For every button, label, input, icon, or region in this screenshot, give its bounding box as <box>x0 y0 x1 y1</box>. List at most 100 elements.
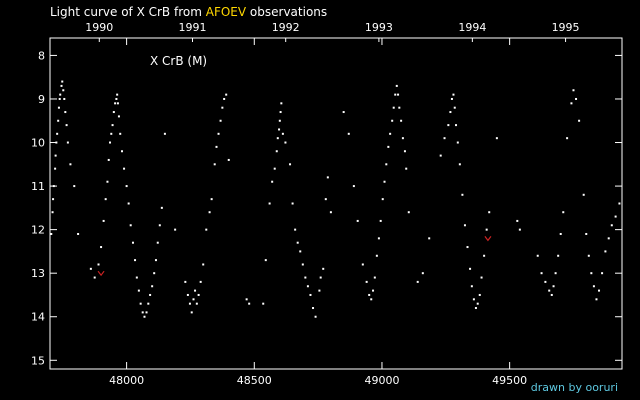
data-point <box>60 84 63 87</box>
data-point <box>50 232 53 235</box>
data-point <box>52 198 55 201</box>
year-tick-label: 1995 <box>552 21 580 34</box>
data-point <box>131 241 134 244</box>
title-prefix: Light curve of X CrB from <box>50 5 202 19</box>
credit-text: drawn by ooruri <box>530 381 618 394</box>
data-point <box>163 132 166 135</box>
data-point <box>278 119 281 122</box>
data-point <box>449 111 452 114</box>
data-point <box>485 228 488 231</box>
data-point <box>312 307 315 310</box>
data-point <box>215 145 218 148</box>
data-point <box>557 254 560 257</box>
data-point <box>385 163 388 166</box>
data-point <box>125 185 128 188</box>
title-source: AFOEV <box>205 5 247 19</box>
data-point <box>458 163 461 166</box>
x-tick-label: 49500 <box>492 374 527 387</box>
data-point <box>478 293 481 296</box>
y-tick-label: 11 <box>31 180 45 193</box>
data-point <box>192 298 195 301</box>
data-point <box>453 106 456 109</box>
data-point <box>299 250 302 253</box>
year-tick-label: 1993 <box>365 21 393 34</box>
x-axis: 48000 48500 49000 49500 <box>109 38 527 387</box>
data-point <box>210 198 213 201</box>
data-point <box>143 315 146 318</box>
data-point <box>326 176 329 179</box>
data-point <box>488 211 491 214</box>
data-point <box>578 119 581 122</box>
data-point <box>592 285 595 288</box>
data-point <box>62 89 65 92</box>
data-point <box>405 167 408 170</box>
data-point <box>64 111 67 114</box>
data-point <box>264 259 267 262</box>
y-tick-label: 13 <box>31 267 45 280</box>
data-point <box>400 119 403 122</box>
data-point <box>377 237 380 240</box>
data-point <box>153 272 156 275</box>
y-tick-label: 8 <box>38 49 45 62</box>
data-point <box>107 158 110 161</box>
data-point <box>275 150 278 153</box>
data-point <box>158 224 161 227</box>
year-tick-label: 1992 <box>272 21 300 34</box>
data-point <box>63 97 66 100</box>
data-point <box>100 246 103 249</box>
data-point <box>585 232 588 235</box>
data-point <box>395 84 398 87</box>
data-point <box>452 93 455 96</box>
data-point <box>58 97 61 100</box>
data-point <box>279 111 282 114</box>
data-point <box>407 211 410 214</box>
y-tick-label: 10 <box>31 137 45 150</box>
data-point <box>365 280 368 283</box>
data-point <box>352 185 355 188</box>
data-point <box>280 102 283 105</box>
data-point <box>66 141 69 144</box>
data-point <box>381 198 384 201</box>
data-point <box>550 293 553 296</box>
y-tick-label: 12 <box>31 224 45 237</box>
data-point <box>309 293 312 296</box>
data-point <box>190 311 193 314</box>
data-point <box>106 180 109 183</box>
data-point <box>518 228 521 231</box>
data-point <box>439 154 442 157</box>
data-point <box>604 250 607 253</box>
data-point <box>495 137 498 140</box>
data-point <box>562 211 565 214</box>
data-point <box>278 128 281 131</box>
data-point <box>455 124 458 127</box>
data-point <box>324 198 327 201</box>
y-axis: 8 9 10 11 12 13 14 15 <box>31 49 622 367</box>
data-point <box>329 211 332 214</box>
data-point <box>195 302 198 305</box>
data-point <box>536 254 539 257</box>
data-point <box>618 202 621 205</box>
data-point <box>109 141 112 144</box>
data-point <box>595 298 598 301</box>
data-point <box>197 293 200 296</box>
data-point <box>115 97 118 100</box>
data-point <box>121 150 124 153</box>
data-point <box>516 219 519 222</box>
data-point <box>116 93 119 96</box>
data-point <box>137 289 140 292</box>
data-point <box>221 106 224 109</box>
data-point <box>372 289 375 292</box>
data-point <box>614 215 617 218</box>
data-point <box>342 111 345 114</box>
data-point <box>575 97 578 100</box>
data-point <box>273 167 276 170</box>
year-tick-label: 1994 <box>458 21 486 34</box>
data-point <box>151 285 154 288</box>
data-point <box>472 298 475 301</box>
data-point <box>590 272 593 275</box>
data-point <box>248 302 251 305</box>
data-point <box>145 311 148 314</box>
data-point <box>194 289 197 292</box>
data-point <box>559 232 562 235</box>
data-point <box>174 228 177 231</box>
